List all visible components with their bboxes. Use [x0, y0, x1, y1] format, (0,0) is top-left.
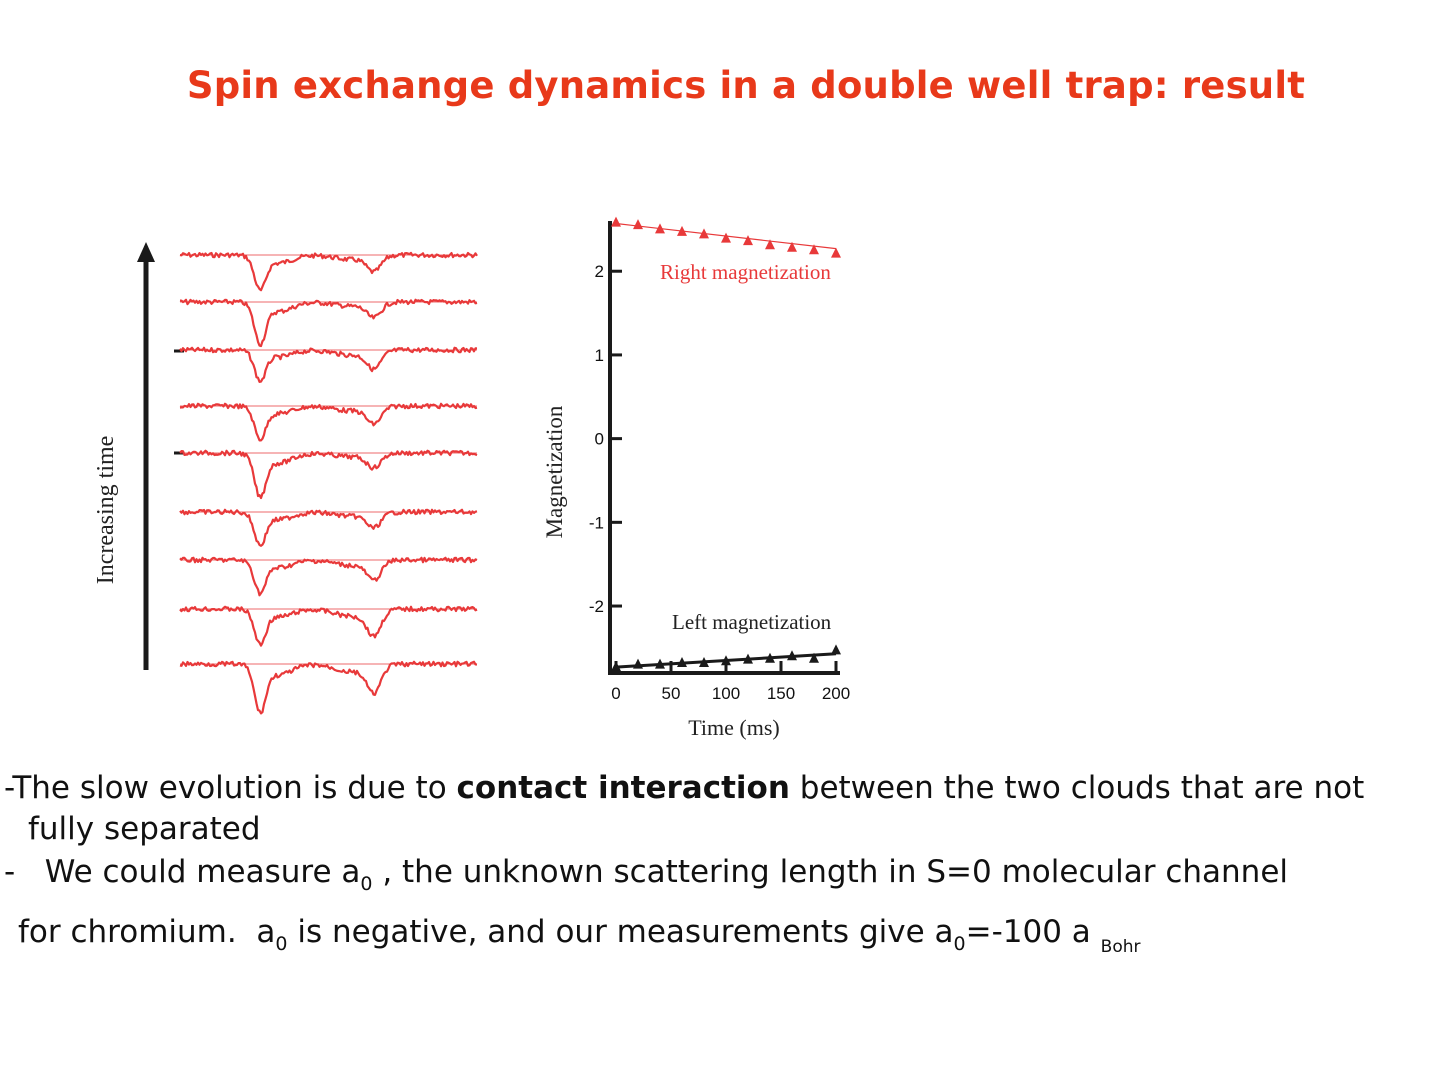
data-point — [721, 232, 731, 243]
absorption-trace — [179, 660, 478, 715]
increasing-time-label: Increasing time — [93, 436, 119, 585]
x-tick-label: 0 — [611, 684, 620, 703]
data-point — [743, 653, 753, 664]
line4-text-c: =-100 a — [965, 914, 1101, 950]
contact-interaction-emphasis: contact interaction — [456, 770, 790, 806]
chart-layer: 2 1 0 -1 -2 0 50 100 150 200 Time (ms) Magnetizatio… — [542, 216, 850, 740]
slide-body-text: -The slow evolution is due to contact in… — [0, 766, 1440, 969]
data-point — [809, 652, 819, 663]
y-tick-label: 1 — [595, 346, 604, 365]
x-tick-label: 150 — [767, 684, 795, 703]
bullet-line-1: -The slow evolution is due to contact in… — [0, 766, 1440, 810]
data-point — [831, 644, 841, 655]
a0-subscript: 0 — [275, 933, 288, 955]
data-point — [743, 235, 753, 246]
bullet-line-4: for chromium. a0 is negative, and our me… — [0, 910, 1440, 969]
x-axis-label: Time (ms) — [688, 715, 779, 740]
data-point — [787, 241, 797, 252]
magnetization-chart: 2 1 0 -1 -2 0 50 100 150 200 Time (ms) Magnetizatio… — [542, 216, 850, 740]
x-tick-label: 200 — [822, 684, 850, 703]
line4-text-b: is negative, and our measurements give a — [287, 914, 954, 950]
x-tick-label: 100 — [712, 684, 740, 703]
y-tick-label: 2 — [595, 262, 604, 281]
absorption-trace — [179, 346, 478, 383]
absorption-trace — [179, 605, 478, 647]
trace-group — [179, 251, 478, 715]
y-tick-label: -1 — [589, 513, 604, 532]
data-point — [765, 239, 775, 250]
slide-title: Spin exchange dynamics in a double well … — [186, 64, 1306, 107]
bullet-line-3: - We could measure a0 , the unknown scat… — [0, 850, 1440, 906]
data-point — [831, 247, 841, 258]
y-axis-label: Magnetization — [542, 405, 567, 538]
x-tick-label: 50 — [662, 684, 681, 703]
absorption-trace — [179, 449, 478, 500]
line3-text-b: , the unknown scattering length in S=0 m… — [372, 854, 1289, 890]
time-arrow-head — [137, 242, 155, 262]
data-point — [677, 656, 687, 667]
absorption-trace — [179, 508, 478, 547]
data-point — [699, 228, 709, 239]
a0-subscript: 0 — [360, 873, 373, 895]
data-point — [677, 225, 687, 236]
absorption-trace — [179, 298, 478, 348]
data-point — [655, 223, 665, 234]
line1-text-b: between the two clouds that are not — [789, 770, 1365, 806]
bohr-subscript: Bohr — [1100, 937, 1141, 957]
data-point — [611, 216, 621, 227]
absorption-trace — [179, 251, 478, 292]
data-point — [699, 656, 709, 667]
line3-text-a: - We could measure a — [4, 854, 361, 890]
data-point — [809, 244, 819, 255]
data-point — [611, 661, 621, 672]
data-point — [765, 652, 775, 663]
y-tick-label: -2 — [589, 597, 604, 616]
absorption-traces-figure: Increasing time — [93, 242, 478, 715]
line2-text: fully separated — [28, 811, 261, 847]
series-label: Left magnetization — [672, 610, 832, 634]
series-label: Right magnetization — [660, 260, 831, 284]
line4-text-a: for chromium. a — [18, 914, 276, 950]
y-tick-label: 0 — [595, 430, 604, 449]
a0-subscript: 0 — [953, 933, 966, 955]
line1-text-a: -The slow evolution is due to — [4, 770, 457, 806]
data-point — [655, 658, 665, 669]
absorption-trace — [179, 402, 478, 442]
data-point — [633, 219, 643, 230]
data-point — [787, 650, 797, 661]
bullet-line-2: fully separated — [0, 807, 1440, 851]
data-point — [721, 655, 731, 666]
absorption-trace — [179, 556, 478, 597]
data-point — [633, 658, 643, 669]
